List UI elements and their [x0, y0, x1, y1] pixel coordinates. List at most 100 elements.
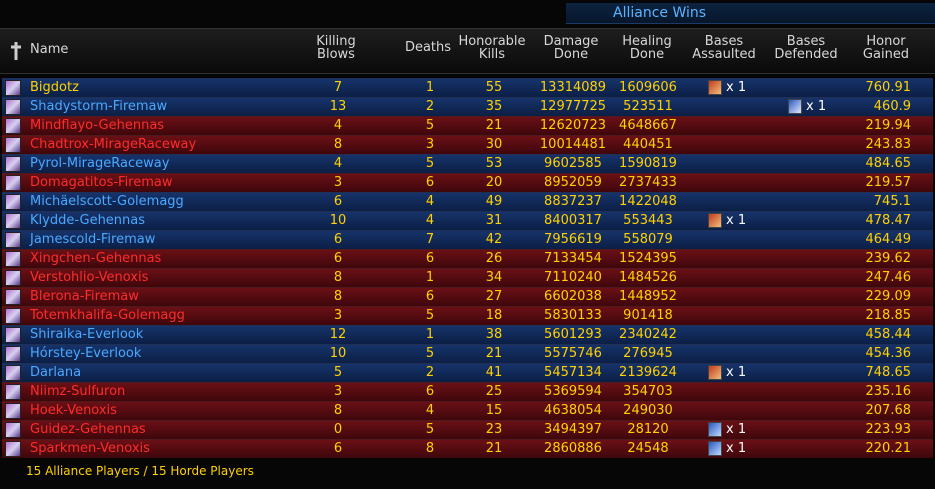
honor-gained: 235.16 — [865, 384, 912, 399]
class-icon — [5, 403, 21, 419]
killing-blows: 5 — [333, 365, 343, 380]
healing: 1448952 — [619, 289, 677, 304]
damage: 10014481 — [539, 137, 607, 152]
honorable-kills: 42 — [485, 232, 503, 247]
class-icon — [5, 270, 21, 286]
deaths: 3 — [425, 137, 435, 152]
player-row: Xingchen-Gehennas 6 6 26 7133454 1524395 239.6… — [2, 249, 933, 268]
class-icon — [5, 289, 21, 305]
healing: 276945 — [623, 346, 673, 361]
damage: 6602038 — [544, 289, 602, 304]
honorable-kills: 55 — [485, 80, 503, 95]
healing: 28120 — [627, 422, 669, 437]
column-header: Healing Done — [622, 34, 672, 62]
column-header: Bases Defended — [774, 34, 838, 62]
player-row: Guidez-Gehennas 0 5 23 3494397 28120 x 1 223.93 — [2, 420, 933, 439]
class-icon — [5, 194, 21, 210]
bases-defended: x 1 — [806, 99, 827, 114]
class-icon — [5, 80, 21, 96]
player-name: Blerona-Firemaw — [30, 289, 139, 304]
honorable-kills: 21 — [485, 118, 503, 133]
damage: 8952059 — [544, 175, 602, 190]
class-icon — [5, 422, 21, 438]
deaths: 5 — [425, 422, 435, 437]
honorable-kills: 26 — [485, 251, 503, 266]
damage: 12977725 — [539, 99, 607, 114]
base-icon — [708, 80, 722, 95]
base-icon — [708, 365, 722, 380]
healing: 1484526 — [619, 270, 677, 285]
honor-gained: 745.1 — [873, 194, 911, 209]
player-name: Verstohlio-Venoxis — [30, 270, 149, 285]
damage: 7133454 — [544, 251, 602, 266]
honor-gained: 219.94 — [865, 118, 912, 133]
bases-assaulted: x 1 — [726, 441, 747, 456]
killing-blows: 4 — [333, 118, 343, 133]
killing-blows: 0 — [333, 422, 343, 437]
column-header: Name — [30, 42, 69, 57]
healing: 553443 — [623, 213, 673, 228]
deaths: 6 — [425, 289, 435, 304]
honorable-kills: 49 — [485, 194, 503, 209]
honor-gained: 464.49 — [865, 232, 912, 247]
honorable-kills: 21 — [485, 441, 503, 456]
class-icon — [5, 251, 21, 267]
base-icon — [708, 422, 722, 437]
player-name: Jamescold-Firemaw — [30, 232, 156, 247]
sort-icon — [11, 42, 21, 60]
player-row: Blerona-Firemaw 8 6 27 6602038 1448952 229.09 — [2, 287, 933, 306]
healing: 2737433 — [619, 175, 677, 190]
honor-gained: 478.47 — [865, 213, 912, 228]
deaths: 7 — [425, 232, 435, 247]
deaths: 5 — [425, 156, 435, 171]
healing: 1422048 — [619, 194, 677, 209]
base-icon — [788, 99, 802, 114]
player-row: Michäelscott-Golemagg 6 4 49 8837237 1422048 7… — [2, 192, 933, 211]
healing: 523511 — [623, 99, 673, 114]
column-header: Deaths — [404, 40, 452, 55]
class-icon — [5, 308, 21, 324]
honor-gained: 748.65 — [865, 365, 912, 380]
class-icon — [5, 365, 21, 381]
killing-blows: 6 — [333, 251, 343, 266]
healing: 1524395 — [619, 251, 677, 266]
player-name: Chadtrox-MirageRaceway — [30, 137, 197, 152]
damage: 5369594 — [544, 384, 602, 399]
base-icon — [708, 213, 722, 228]
player-row: Jamescold-Firemaw 6 7 42 7956619 558079 464.49 — [2, 230, 933, 249]
killing-blows: 12 — [329, 327, 347, 342]
player-name: Niimz-Sulfuron — [30, 384, 126, 399]
honor-gained: 220.21 — [865, 441, 912, 456]
player-name: Bigdotz — [30, 80, 79, 95]
honor-gained: 223.93 — [865, 422, 912, 437]
honor-gained: 218.85 — [865, 308, 912, 323]
healing: 249030 — [623, 403, 673, 418]
player-name: Hórstey-Everlook — [30, 346, 142, 361]
deaths: 6 — [425, 251, 435, 266]
honor-gained: 247.46 — [865, 270, 912, 285]
healing: 24548 — [627, 441, 669, 456]
base-icon — [708, 441, 722, 456]
healing: 1590819 — [619, 156, 677, 171]
honor-gained: 484.65 — [865, 156, 912, 171]
bases-assaulted: x 1 — [726, 365, 747, 380]
honor-gained: 243.83 — [865, 137, 912, 152]
player-name: Michäelscott-Golemagg — [30, 194, 184, 209]
banner: Alliance Wins — [566, 3, 935, 24]
player-row: Shadystorm-Firemaw 13 2 35 12977725 523511 x 1… — [2, 97, 933, 116]
killing-blows: 7 — [333, 80, 343, 95]
honor-gained: 458.44 — [865, 327, 912, 342]
bases-assaulted: x 1 — [726, 422, 747, 437]
deaths: 2 — [425, 365, 435, 380]
healing: 354703 — [623, 384, 673, 399]
player-row: Verstohlio-Venoxis 8 1 34 7110240 1484526 247.… — [2, 268, 933, 287]
player-name: Shiraika-Everlook — [30, 327, 144, 342]
killing-blows: 6 — [333, 232, 343, 247]
killing-blows: 10 — [329, 213, 347, 228]
honorable-kills: 15 — [485, 403, 503, 418]
honorable-kills: 25 — [485, 384, 503, 399]
killing-blows: 3 — [333, 175, 343, 190]
honor-gained: 760.91 — [865, 80, 912, 95]
player-row: Totemkhalifa-Golemagg 3 5 18 5830133 901418 21… — [2, 306, 933, 325]
